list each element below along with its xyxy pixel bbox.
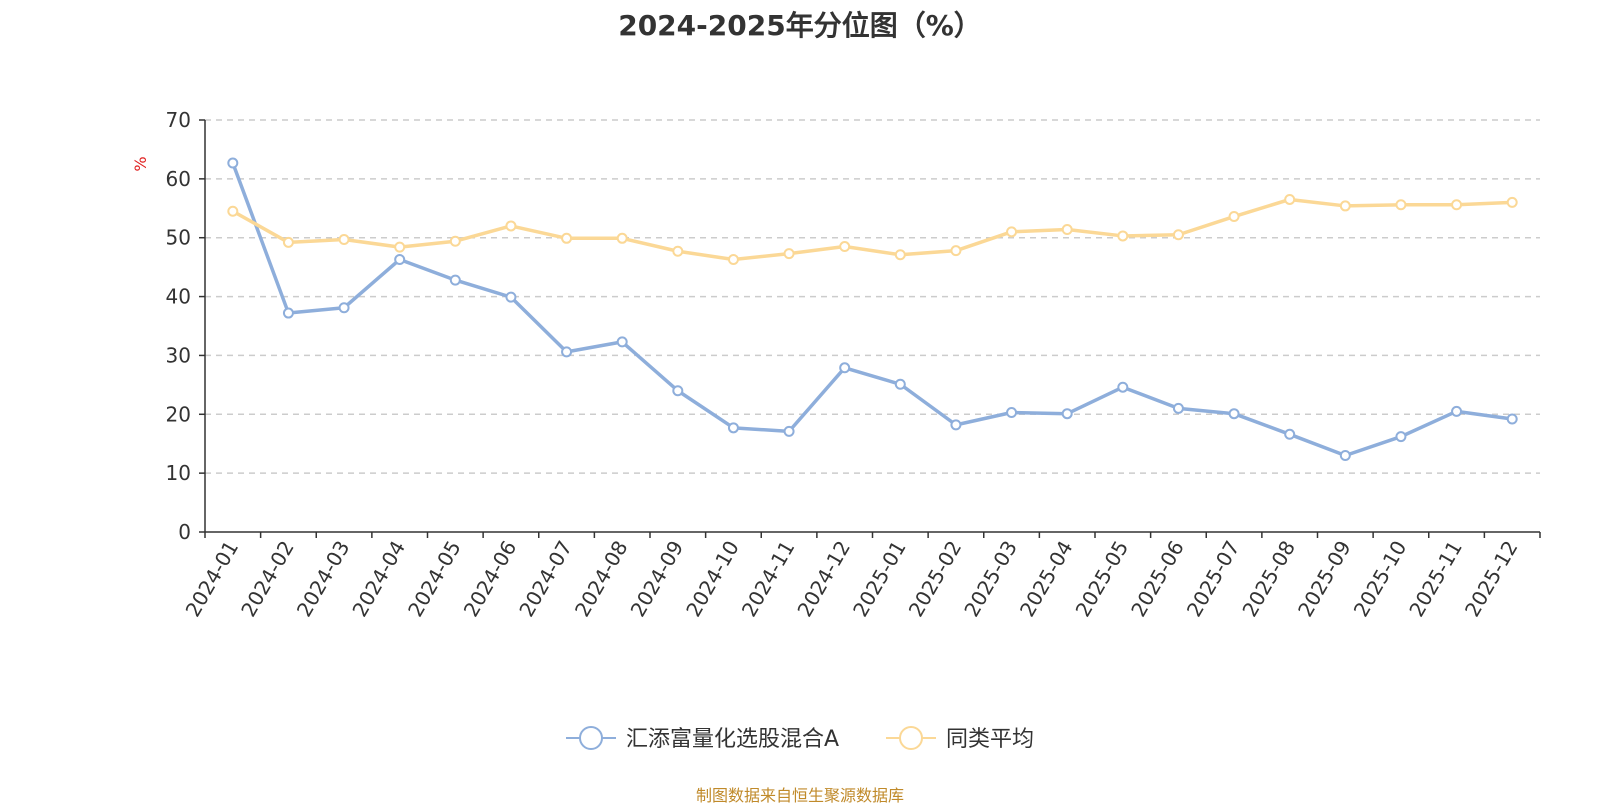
data-point: [1061, 223, 1073, 235]
data-point: [839, 241, 851, 253]
x-tick-label: 2025-05: [1071, 537, 1134, 621]
data-point: [1061, 408, 1073, 420]
x-tick-label: 2025-04: [1015, 537, 1078, 621]
data-point: [1172, 402, 1184, 414]
data-point: [505, 291, 517, 303]
x-tick-labels: 2024-012024-022024-032024-042024-052024-…: [181, 537, 1523, 621]
data-point: [672, 245, 684, 257]
x-tick-label: 2024-06: [459, 537, 522, 621]
data-point: [894, 378, 906, 390]
y-tick-label: 40: [166, 285, 191, 309]
x-tick-label: 2024-02: [236, 537, 299, 621]
series-line-1: [231, 197, 1513, 262]
axes: [204, 120, 1541, 538]
y-tick-label: 20: [166, 402, 191, 426]
x-tick-label: 2025-06: [1126, 537, 1189, 621]
x-tick-label: 2024-11: [737, 537, 800, 621]
data-point: [561, 346, 573, 358]
y-axis-label: %: [131, 156, 150, 171]
data-point: [394, 241, 406, 253]
data-point: [505, 220, 517, 232]
data-point: [950, 419, 962, 431]
x-tick-label: 2025-11: [1404, 537, 1467, 621]
legend-marker: [899, 726, 923, 750]
x-tick-label: 2025-09: [1293, 537, 1356, 621]
x-tick-label: 2024-10: [681, 537, 744, 621]
data-point: [1451, 199, 1463, 211]
data-point: [950, 245, 962, 257]
legend: 汇添富量化选股混合A 同类平均: [566, 726, 1034, 752]
data-point: [783, 248, 795, 260]
data-point: [1117, 381, 1129, 393]
y-tick-label: 0: [178, 520, 191, 544]
data-point: [894, 249, 906, 261]
series-group: [227, 157, 1518, 461]
x-tick-label: 2025-02: [904, 537, 967, 621]
data-point: [1284, 193, 1296, 205]
data-point: [616, 232, 628, 244]
data-point: [1284, 428, 1296, 440]
data-point: [449, 274, 461, 286]
data-point: [338, 302, 350, 314]
data-point: [227, 157, 239, 169]
data-point: [1395, 199, 1407, 211]
data-point: [1228, 408, 1240, 420]
data-point: [1395, 431, 1407, 443]
data-point: [227, 205, 239, 217]
data-point: [561, 232, 573, 244]
y-tick-label: 70: [166, 108, 191, 132]
data-point: [449, 235, 461, 247]
x-tick-label: 2025-08: [1237, 537, 1300, 621]
data-point: [1451, 405, 1463, 417]
legend-marker: [579, 726, 603, 750]
x-tick-label: 2024-07: [514, 537, 577, 621]
data-point: [839, 362, 851, 374]
data-point: [1506, 196, 1518, 208]
y-tick-labels: 0 10 20 30 40 50 60 70: [166, 108, 191, 544]
data-point: [672, 385, 684, 397]
x-tick-label: 2025-10: [1349, 537, 1412, 621]
data-source-note: 制图数据来自恒生聚源数据库: [695, 786, 904, 805]
data-point: [1117, 230, 1129, 242]
x-tick-label: 2025-07: [1182, 537, 1245, 621]
x-tick-label: 2024-01: [181, 537, 244, 621]
x-tick-label: 2025-03: [959, 537, 1022, 621]
data-point: [1506, 413, 1518, 425]
y-tick-label: 10: [166, 461, 191, 485]
y-tick-label: 60: [166, 167, 191, 191]
data-point: [394, 253, 406, 265]
data-point: [727, 422, 739, 434]
data-point: [1228, 211, 1240, 223]
y-tick-label: 50: [166, 226, 191, 250]
x-tick-label: 2024-03: [292, 537, 355, 621]
x-tick-label: 2025-12: [1460, 537, 1523, 621]
legend-label: 同类平均: [946, 727, 1034, 752]
data-point: [338, 233, 350, 245]
data-point: [1006, 226, 1018, 238]
data-point: [1339, 200, 1351, 212]
legend-label: 汇添富量化选股混合A: [626, 727, 839, 752]
data-point: [282, 307, 294, 319]
x-tick-label: 2024-04: [347, 537, 410, 621]
data-point: [282, 236, 294, 248]
grid-lines: [199, 119, 1540, 533]
chart-title: 2024-2025年分位图（%）: [618, 9, 982, 42]
x-tick-label: 2024-09: [626, 537, 689, 621]
x-tick-label: 2024-12: [792, 537, 855, 621]
data-point: [1172, 229, 1184, 241]
data-point: [783, 425, 795, 437]
data-point: [1006, 407, 1018, 419]
y-tick-label: 30: [166, 343, 191, 367]
series-line-0: [231, 162, 1513, 458]
x-tick-label: 2024-08: [570, 537, 633, 621]
x-tick-label: 2024-05: [403, 537, 466, 621]
x-tick-label: 2025-01: [848, 537, 911, 621]
data-point: [727, 253, 739, 265]
data-point: [1339, 449, 1351, 461]
data-point: [616, 336, 628, 348]
